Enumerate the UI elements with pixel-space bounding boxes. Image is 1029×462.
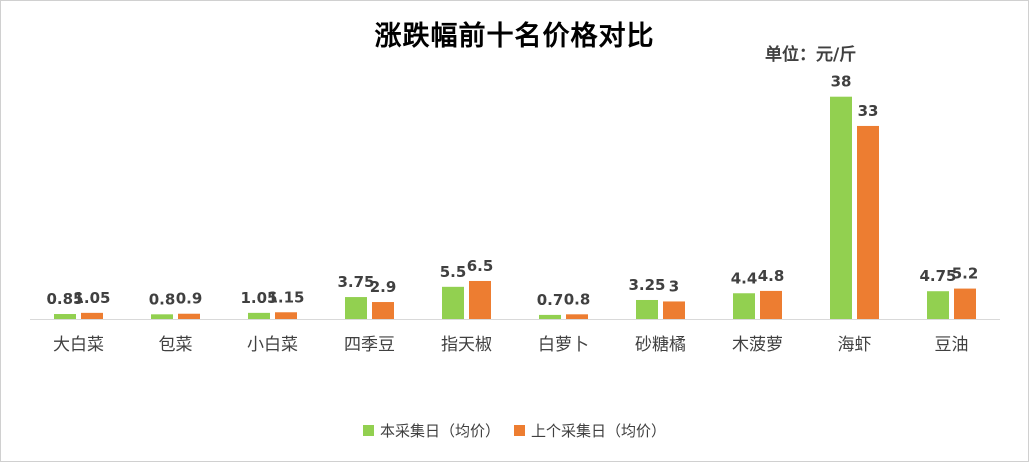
bar-previous[interactable] [857, 125, 879, 319]
legend-swatch-previous [514, 425, 525, 436]
bar-previous[interactable] [275, 312, 297, 319]
bar-current[interactable] [539, 314, 561, 319]
bar-current[interactable] [442, 286, 464, 319]
data-label: 3.75 [337, 273, 374, 291]
bar-previous[interactable] [663, 301, 685, 319]
x-tick-label: 大白菜 [53, 335, 104, 355]
data-label: 3 [669, 277, 679, 295]
bar-previous[interactable] [566, 314, 588, 319]
x-tick-label: 豆油 [935, 335, 969, 355]
data-label: 5.2 [952, 265, 979, 283]
bar-current[interactable] [54, 314, 76, 319]
data-label: 2.9 [370, 278, 397, 296]
bar-previous[interactable] [178, 313, 200, 319]
legend-label-current: 本采集日（均价） [379, 422, 500, 440]
data-label: 4.8 [758, 267, 785, 285]
data-label: 0.7 [537, 291, 564, 309]
x-tick-label: 白萝卜 [538, 335, 589, 355]
legend: 本采集日（均价） 上个采集日（均价） [0, 420, 1029, 441]
data-label: 4.75 [919, 267, 956, 285]
data-label: 4.4 [731, 269, 758, 287]
bar-current[interactable] [830, 96, 852, 319]
x-tick-label: 四季豆 [344, 335, 395, 355]
data-label: 0.9 [176, 290, 203, 308]
bar-previous[interactable] [469, 280, 491, 319]
bar-current[interactable] [345, 297, 367, 319]
data-label: 3.25 [628, 276, 665, 294]
legend-item-current[interactable]: 本采集日（均价） [362, 420, 500, 441]
data-label: 1.05 [73, 289, 110, 307]
chart-title: 涨跌幅前十名价格对比 [374, 21, 655, 52]
bar-previous[interactable] [760, 290, 782, 319]
legend-item-previous[interactable]: 上个采集日（均价） [514, 420, 666, 441]
bar-current[interactable] [248, 312, 270, 319]
data-label: 0.8 [149, 290, 176, 308]
x-tick-label: 木菠萝 [732, 335, 783, 355]
bar-current[interactable] [733, 293, 755, 319]
data-label: 0.8 [564, 290, 591, 308]
x-tick-label: 砂糖橘 [635, 335, 686, 355]
x-tick-label: 指天椒 [441, 335, 492, 355]
unit-label: 单位：元/斤 [765, 45, 857, 65]
legend-swatch-current [362, 425, 374, 436]
bar-current[interactable] [927, 291, 949, 319]
x-tick-label: 小白菜 [247, 335, 298, 355]
x-tick-label: 包菜 [159, 335, 193, 355]
data-label: 1.15 [267, 288, 304, 306]
bar-previous[interactable] [81, 312, 103, 319]
data-label: 33 [858, 102, 879, 120]
data-label: 38 [831, 73, 852, 91]
x-tick-label: 海虾 [838, 335, 872, 355]
bar-previous[interactable] [372, 302, 394, 319]
bar-previous[interactable] [954, 288, 976, 319]
data-label: 5.5 [440, 263, 467, 281]
legend-label-previous: 上个采集日（均价） [531, 422, 667, 440]
data-label: 0.85 [46, 290, 83, 308]
data-label: 1.05 [240, 289, 277, 307]
bar-current[interactable] [151, 314, 173, 319]
data-label: 6.5 [467, 257, 494, 275]
bar-current[interactable] [636, 299, 658, 319]
